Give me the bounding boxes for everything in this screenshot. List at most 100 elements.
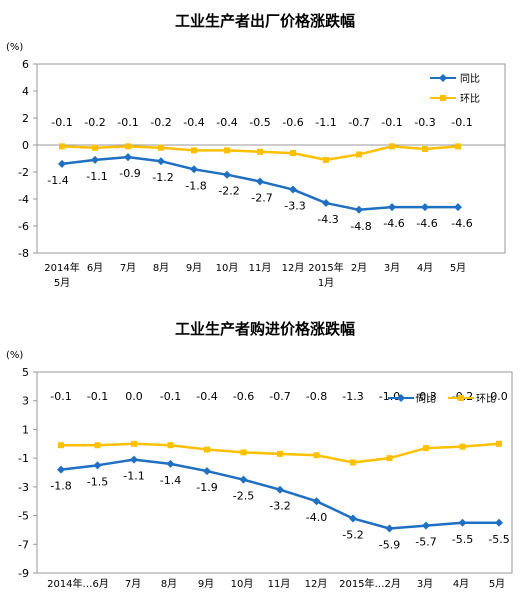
- chart-1-series-2-point: [191, 147, 197, 154]
- chart-1-title: 工业生产者出厂价格涨跌幅: [175, 12, 355, 30]
- chart-1-y-unit: (%): [6, 42, 23, 53]
- chart-2-series-1-data-label: -1.5: [87, 475, 108, 488]
- chart-1-y-tick-label: 0: [22, 139, 29, 152]
- chart-2-series-2-data-label: -0.1: [160, 390, 181, 403]
- chart-1-series-1-data-label: -4.6: [451, 217, 472, 230]
- chart-1-series-2-data-label: -0.2: [84, 116, 105, 129]
- chart-2-series-1-point: [458, 518, 467, 527]
- chart-1-series-1-data-label: -1.8: [185, 179, 206, 192]
- chart-2-x-tick-label: 3月: [417, 578, 433, 590]
- chart-1-x-tick-label: 9月: [186, 262, 202, 274]
- chart-1-series-1-point: [190, 165, 198, 174]
- chart-1-legend: 同比 环比: [430, 73, 480, 105]
- chart-2-series-1-data-label: -3.2: [269, 500, 290, 513]
- chart-2-legend-series-2: 环比: [476, 393, 496, 405]
- chart-1-legend-series-2: 环比: [460, 93, 480, 105]
- chart-1-series-2-point: [389, 143, 395, 150]
- chart-2-x-tick-label: 8月: [161, 578, 177, 590]
- chart-2-series-1-data-label: -5.9: [379, 538, 400, 551]
- chart-1-x-tick-label: 1月: [318, 277, 334, 289]
- chart-2-x-tick-label: 10月: [231, 578, 254, 590]
- chart-2-x-tick-label: 2014年…6月: [47, 577, 109, 590]
- chart-2-y-tick-label: 5: [22, 366, 29, 379]
- chart-2-series-1-data-label: -5.5: [488, 533, 509, 546]
- chart-2-y-tick-label: -7: [18, 538, 29, 551]
- chart-1-x-tick-label: 11月: [249, 262, 272, 274]
- chart-1-series-2-data-label: -0.1: [117, 116, 138, 129]
- chart-2-series-2-data-label: 0.0: [125, 390, 143, 403]
- chart-2-series-2-data-label: -0.8: [306, 390, 327, 403]
- chart-2-y-tick-label: -1: [18, 452, 29, 465]
- chart-2-y-tick-label: -5: [18, 510, 29, 523]
- chart-1-series-1-point: [223, 170, 231, 179]
- chart-1-series-2-data-label: -0.4: [183, 116, 204, 129]
- chart-1-x-tick-label: 3月: [384, 262, 400, 274]
- chart-2-series-1-point: [385, 524, 394, 533]
- chart-2-series-2-point: [313, 452, 320, 459]
- chart-1-series-1-point: [289, 185, 297, 194]
- chart-1-series-1-data-label: -0.9: [119, 167, 140, 180]
- chart-1-series-2-point: [59, 143, 65, 150]
- chart-1-series-1-point: [454, 203, 462, 212]
- chart-1-legend-series-1: 同比: [460, 73, 480, 85]
- chart-1-series-2-point: [356, 151, 362, 158]
- chart-2-series-2-data-label: -0.6: [233, 390, 254, 403]
- chart-1-series-1-data-label: -1.2: [152, 171, 173, 184]
- chart-1-y-tick-label: -8: [18, 247, 29, 260]
- chart-2-series-1-data-label: -1.8: [50, 480, 71, 493]
- chart-1-series-1-point: [256, 177, 264, 186]
- chart-2-series-1-data-label: -1.4: [160, 474, 181, 487]
- chart-1-y-tick-label: 4: [22, 85, 29, 98]
- chart-2-series-2-point: [423, 445, 429, 452]
- chart-1-x-tick-label: 4月: [417, 262, 433, 274]
- chart-2-x-tick-label: 11月: [268, 578, 291, 590]
- chart-1-x-tick-label: 2015年: [308, 261, 343, 274]
- chart-1-series-2-data-label: -0.1: [451, 116, 472, 129]
- chart-2-series-1-point: [93, 461, 102, 470]
- chart-2-series-2-data-label: -0.7: [269, 390, 290, 403]
- chart-1-series-1-point: [421, 203, 429, 212]
- chart-2-y-tick-label: 3: [22, 395, 29, 408]
- chart-2-y-tick-label: 1: [22, 423, 29, 436]
- chart-1-series-1-data-label: -2.7: [251, 191, 272, 204]
- chart-2-series-1-point: [239, 475, 248, 484]
- chart-1-series-1-data-label: -4.8: [350, 220, 371, 233]
- chart-2: 工业生产者购进价格涨跌幅 (%) 5 3 1 -1 -3 -5 -7 -9 2014年…6月 7…: [6, 320, 513, 590]
- chart-2-series-1-point: [349, 514, 357, 523]
- chart-2-series-1-data-label: -5.5: [452, 533, 473, 546]
- chart-1-series-2-point: [323, 156, 329, 163]
- chart-2-series-2-point: [386, 455, 393, 462]
- chart-1-series-2-point: [290, 150, 296, 157]
- chart-1-series-1-data-label: -2.2: [218, 185, 239, 198]
- chart-1-series-1-data-label: -3.3: [284, 200, 305, 213]
- chart-1-series-2-data-label: -0.3: [414, 116, 435, 129]
- chart-2-legend: 同比 环比: [388, 393, 496, 405]
- chart-2-y-unit: (%): [6, 350, 23, 361]
- chart-2-series-2-data-label: -0.3: [415, 390, 436, 403]
- chart-2-series-2-point: [94, 442, 101, 449]
- chart-2-series-1-data-label: -4.0: [306, 511, 327, 524]
- chart-1-series-1-data-label: -4.3: [317, 213, 338, 226]
- chart-1-x-tick-label: 2月: [351, 262, 367, 274]
- chart-2-series-2-data-label: -1.3: [342, 390, 363, 403]
- chart-2-series-2-data-label: -1.0: [379, 390, 400, 403]
- chart-2-series-2-point: [496, 440, 502, 447]
- chart-2-x-tick-label: 7月: [125, 578, 141, 590]
- chart-1-series-2-data-label: -0.1: [51, 116, 72, 129]
- chart-2-x-tick-label: 5月: [489, 578, 505, 590]
- chart-1-series-2-data-label: -0.7: [348, 116, 369, 129]
- chart-2-series-2-point: [204, 446, 210, 453]
- chart-1-x-tick-label: 5月: [54, 277, 70, 289]
- chart-1-series-2-data-label: -0.6: [282, 116, 303, 129]
- chart-1-series-1-data-label: -1.4: [47, 174, 68, 187]
- chart-2-title: 工业生产者购进价格涨跌幅: [175, 320, 355, 338]
- chart-1-series-2-data-label: -0.4: [216, 116, 237, 129]
- chart-1-y-tick-label: -6: [18, 220, 29, 233]
- chart-2-series-1-point: [495, 518, 503, 527]
- chart-2-series-1-point: [130, 455, 138, 464]
- chart-1-series-2-data-label: -1.1: [315, 116, 336, 129]
- chart-1-series-2-point: [422, 146, 428, 153]
- chart-2-series-1-data-label: -1.9: [196, 481, 217, 494]
- chart-2-x-tick-label: 12月: [305, 578, 328, 590]
